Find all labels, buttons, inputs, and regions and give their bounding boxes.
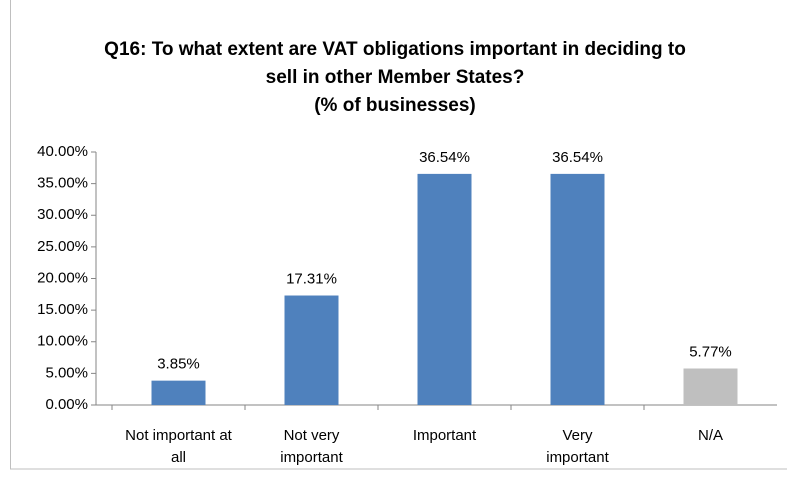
data-label: 3.85%	[157, 356, 200, 373]
bar	[151, 380, 206, 405]
y-tick-label: 20.00%	[37, 269, 88, 286]
x-tick-label: Very important	[546, 427, 609, 466]
x-tick-label: Important	[412, 427, 477, 444]
data-label: 5.77%	[689, 343, 732, 360]
y-tick-label: 35.00%	[37, 175, 88, 192]
chart-border	[10, 0, 787, 470]
y-tick-label: 0.00%	[45, 396, 88, 413]
x-tick-label: Not important at all	[125, 427, 232, 466]
y-tick-label: 30.00%	[37, 206, 88, 223]
chart-subtitle: (% of businesses)	[314, 95, 476, 116]
x-tick-label: N/A	[697, 427, 723, 444]
bar	[683, 368, 738, 405]
x-tick-label: Not very important	[280, 427, 343, 466]
y-tick-label: 25.00%	[37, 238, 88, 255]
bar	[284, 295, 339, 405]
y-tick-label: 10.00%	[37, 333, 88, 350]
y-tick-label: 5.00%	[45, 364, 88, 381]
data-label: 36.54%	[419, 149, 470, 166]
y-tick-label: 15.00%	[37, 301, 88, 318]
data-label: 17.31%	[286, 270, 337, 287]
bar	[550, 173, 605, 405]
bar	[417, 173, 472, 405]
y-tick-label: 40.00%	[37, 143, 88, 160]
chart-title: Q16: To what extent are VAT obligations …	[104, 39, 686, 88]
data-label: 36.54%	[552, 149, 603, 166]
